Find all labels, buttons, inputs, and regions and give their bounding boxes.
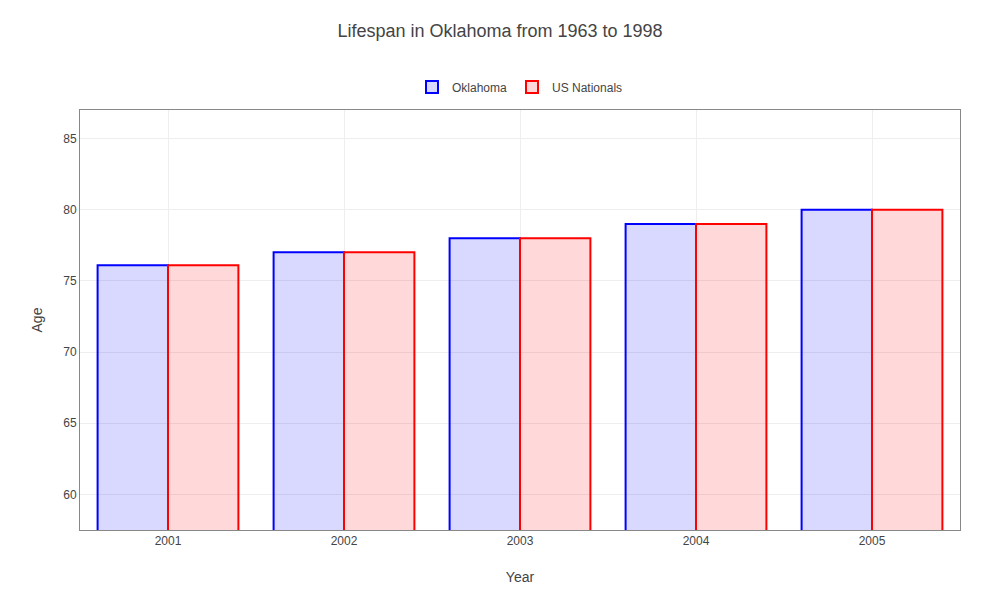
svg-text:70: 70 [63, 345, 77, 359]
svg-text:60: 60 [63, 488, 77, 502]
svg-text:85: 85 [63, 132, 77, 146]
svg-text:65: 65 [63, 416, 77, 430]
svg-text:2005: 2005 [859, 534, 886, 548]
svg-text:2003: 2003 [507, 534, 534, 548]
svg-text:Lifespan in Oklahoma from 1963: Lifespan in Oklahoma from 1963 to 1998 [337, 21, 662, 41]
svg-text:US Nationals: US Nationals [552, 81, 622, 95]
svg-text:2001: 2001 [155, 534, 182, 548]
svg-text:75: 75 [63, 274, 77, 288]
svg-text:2002: 2002 [331, 534, 358, 548]
svg-text:Age: Age [29, 307, 45, 332]
svg-text:80: 80 [63, 203, 77, 217]
svg-text:Oklahoma: Oklahoma [452, 81, 507, 95]
svg-text:Year: Year [506, 569, 535, 585]
svg-text:2004: 2004 [683, 534, 710, 548]
